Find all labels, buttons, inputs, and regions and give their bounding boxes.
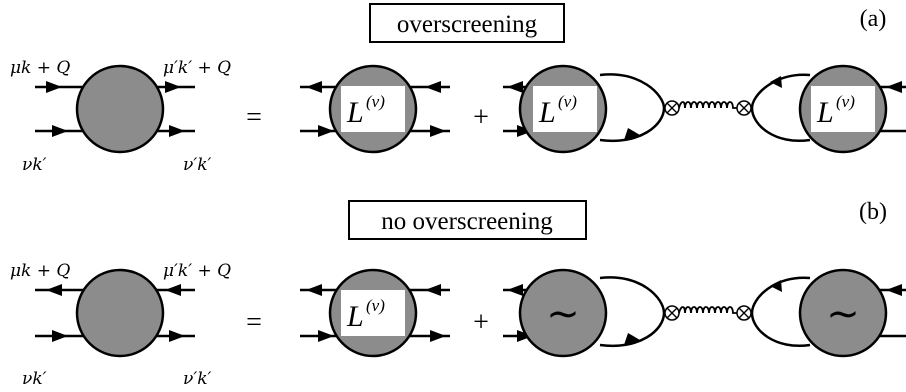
panel-a-left-bubble: L (v) (503, 64, 666, 154)
panel-b-right-bubble-tilde: ∼ (826, 291, 860, 337)
panel-b-left-bubble-tilde: ∼ (546, 291, 580, 337)
panel-a-equals: = (246, 102, 262, 133)
panel-a-right-bubble-sup: (v) (836, 92, 855, 111)
panel-b-bare-vertex-L: L (346, 300, 364, 333)
panel-b-lhs-vertex (35, 268, 195, 358)
panel-a-right-bubble: L (v) (750, 64, 906, 154)
panel-b-plus: + (473, 307, 489, 338)
panel-a-left-bubble-L: L (538, 96, 556, 129)
panel-a-title: overscreening (397, 11, 538, 38)
panel-a-interaction-line (664, 100, 752, 116)
panel-b-title-box (348, 200, 587, 240)
panel-a-right-bubble-L: L (816, 96, 834, 129)
panel-a-lhs-blob (75, 64, 165, 154)
panel-a-bare-vertex-sup: (v) (366, 92, 385, 111)
panel-a-label-bottom-right: ν′k′ (183, 155, 211, 175)
panel-b-left-bubble: ∼ (503, 268, 666, 358)
panel-b-equals: = (246, 307, 262, 338)
panel-a-lhs-vertex (35, 64, 195, 154)
panel-a-bare-vertex: L (v) (300, 64, 450, 154)
panel-b-bare-vertex: L (v) (300, 268, 450, 358)
panel-a-label-top-right: μ′k′ + Q (163, 58, 231, 78)
panel-b-right-bubble: ∼ (750, 268, 906, 358)
panel-a-label-top-left: μk + Q (10, 58, 70, 78)
panel-a-title-box (369, 3, 565, 43)
panel-b-label-top-right: μ′k′ + Q (163, 261, 231, 281)
panel-b-interaction-line (664, 305, 752, 321)
panel-b-label-bottom-left: νk′ (22, 369, 47, 389)
panel-b-title: no overscreening (381, 208, 553, 235)
panel-b-label-bottom-right: ν′k′ (183, 369, 211, 389)
panel-a: overscreening (a) μk + Q μ′k′ + Q νk′ ν′… (10, 3, 906, 175)
panel-b-lhs-blob (75, 268, 165, 358)
panel-b-letter: (b) (859, 199, 887, 225)
panel-a-label-bottom-left: νk′ (22, 155, 47, 175)
panel-a-plus: + (473, 102, 489, 133)
panel-a-bare-vertex-L: L (346, 96, 364, 129)
panel-b-bare-vertex-sup: (v) (366, 296, 385, 315)
panel-a-left-bubble-sup: (v) (558, 92, 577, 111)
panel-a-letter: (a) (860, 6, 887, 32)
panel-b-label-top-left: μk + Q (10, 261, 70, 281)
panel-b: no overscreening (b) μk + Q μ′k′ + Q νk′… (10, 199, 906, 389)
